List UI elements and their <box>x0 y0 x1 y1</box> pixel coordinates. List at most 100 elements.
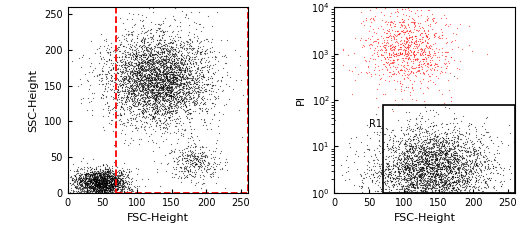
Point <box>154 77 162 81</box>
Point <box>153 92 162 96</box>
Point <box>99 180 108 183</box>
Point <box>101 72 109 76</box>
Point <box>425 137 433 141</box>
Point <box>138 70 146 74</box>
Point <box>78 182 86 186</box>
Point <box>153 109 162 113</box>
Point <box>95 177 103 181</box>
Point <box>133 36 141 40</box>
Point <box>389 176 397 180</box>
Point <box>118 173 126 177</box>
Point <box>132 74 140 78</box>
Point <box>153 96 162 100</box>
Point <box>386 178 394 182</box>
Point <box>154 67 163 71</box>
Point <box>458 175 466 179</box>
Point <box>116 69 124 73</box>
Point <box>414 37 423 41</box>
Point <box>194 76 203 80</box>
Point <box>203 164 212 167</box>
Point <box>176 67 185 71</box>
Point <box>99 187 107 191</box>
Point <box>423 144 431 148</box>
Point <box>108 182 116 186</box>
Point <box>93 167 101 171</box>
Point <box>405 50 413 54</box>
Point <box>162 66 170 70</box>
Point <box>425 177 433 181</box>
Point <box>184 108 192 112</box>
Point <box>404 76 412 80</box>
Point <box>418 170 426 174</box>
Point <box>185 153 193 157</box>
Point <box>101 173 109 177</box>
Point <box>407 50 415 54</box>
Point <box>375 176 383 180</box>
Point <box>415 162 424 166</box>
Point <box>483 130 491 134</box>
Point <box>169 87 177 91</box>
Point <box>184 87 192 91</box>
Point <box>105 165 113 169</box>
Point <box>379 155 387 159</box>
Point <box>186 69 194 73</box>
Point <box>387 48 396 52</box>
Point <box>407 37 415 41</box>
Point <box>432 142 440 146</box>
Point <box>179 74 187 77</box>
Point <box>166 101 174 105</box>
Point <box>397 22 405 26</box>
Point <box>133 87 141 91</box>
Point <box>411 154 420 157</box>
Point <box>108 182 116 186</box>
Point <box>142 56 151 60</box>
Point <box>449 151 458 155</box>
Point <box>115 179 124 183</box>
Point <box>454 186 463 190</box>
Point <box>417 174 425 178</box>
Point <box>81 180 89 184</box>
Point <box>193 50 201 54</box>
Point <box>439 164 447 168</box>
Point <box>89 184 97 188</box>
Point <box>458 173 466 177</box>
Point <box>89 180 98 184</box>
Point <box>100 177 109 181</box>
Point <box>137 68 146 72</box>
Point <box>71 185 79 189</box>
Point <box>141 88 150 92</box>
Point <box>460 157 469 161</box>
Point <box>440 167 449 171</box>
Point <box>88 172 97 176</box>
Point <box>110 175 119 179</box>
Point <box>108 188 116 192</box>
Point <box>82 183 90 187</box>
Point <box>173 78 181 82</box>
Point <box>157 84 165 88</box>
Point <box>149 10 157 13</box>
Point <box>384 174 392 178</box>
Point <box>204 163 213 167</box>
Point <box>87 186 96 189</box>
Point <box>196 60 204 63</box>
Point <box>465 170 473 174</box>
Point <box>209 101 217 105</box>
Point <box>409 167 417 171</box>
Point <box>418 67 426 71</box>
Point <box>138 94 147 97</box>
Point <box>485 178 493 182</box>
Point <box>168 70 176 74</box>
Point <box>112 184 121 187</box>
Point <box>183 153 191 156</box>
Point <box>447 154 456 158</box>
Point <box>140 53 149 57</box>
Point <box>425 63 434 67</box>
Point <box>174 72 183 76</box>
Point <box>168 72 176 75</box>
Point <box>111 80 120 84</box>
Point <box>430 169 438 173</box>
Point <box>102 185 110 189</box>
Point <box>185 80 193 84</box>
Point <box>155 78 163 82</box>
Point <box>100 185 108 189</box>
